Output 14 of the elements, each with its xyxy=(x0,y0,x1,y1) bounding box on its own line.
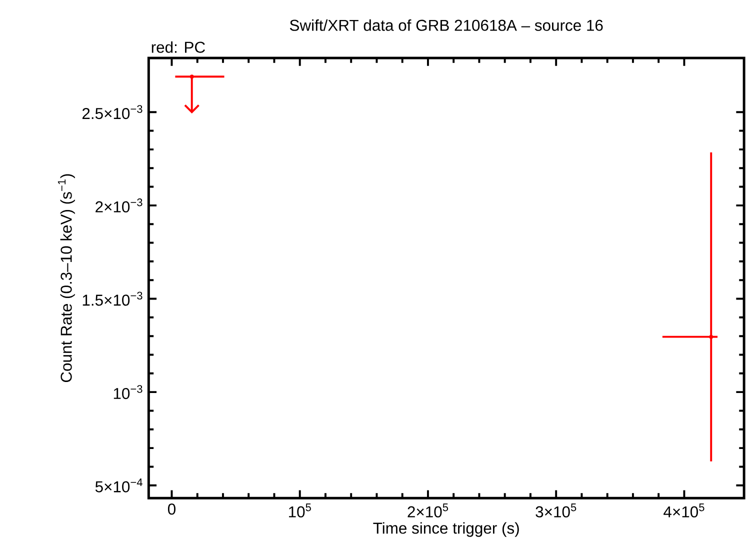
y-tick-label: 5×10$^{−4}$ xyxy=(95,478,142,492)
text: red: PC xyxy=(152,41,205,53)
x-axis-title: Time since trigger (s) xyxy=(373,522,519,537)
y-tick-label: 2×10$^{−3}$ xyxy=(96,198,142,212)
y-axis-title: Count Rate (0.3–10 keV) (s$^{−1}$) xyxy=(58,174,75,382)
x-tick-label: 4×10$^{5}$ xyxy=(664,503,704,518)
chart-title: Swift/XRT data of GRB 210618A – source 16 xyxy=(290,19,603,31)
x-tick-label: 2×10$^{5}$ xyxy=(408,503,448,518)
x-tick-label: 3×10$^{5}$ xyxy=(536,503,576,518)
y-tick-label: 1.5×10$^{−3}$ xyxy=(82,292,142,306)
x-tick-label: 10$^{5}$ xyxy=(289,503,311,518)
x-tick-label: 0 xyxy=(168,503,176,515)
y-tick-label: 2.5×10$^{−3}$ xyxy=(82,104,142,119)
y-tick-label: 10$^{−3}$ xyxy=(114,384,142,399)
